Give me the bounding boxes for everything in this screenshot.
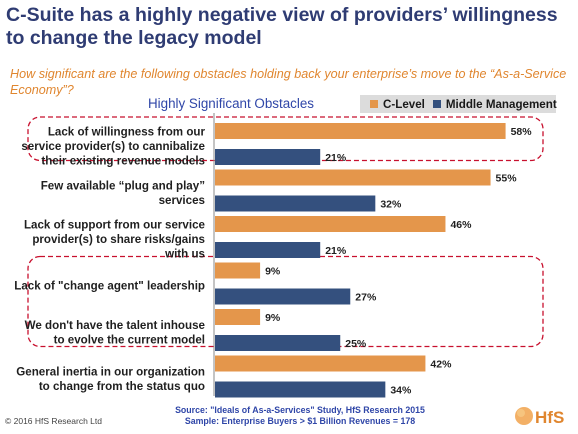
bar-c-level-4: [215, 262, 261, 279]
category-label-6-line-1: General inertia in our organization: [16, 365, 205, 378]
logo-text: HfS: [535, 408, 564, 427]
bar-c-level-3: [215, 216, 446, 232]
hfs-logo: HfS: [515, 407, 564, 427]
bar-c-level-2: [215, 169, 491, 186]
bar-middle-management-5: [215, 335, 341, 351]
value-label-middle-management-2: 32%: [380, 199, 402, 211]
bar-middle-management-2: [215, 195, 376, 212]
value-label-middle-management-5: 25%: [345, 338, 367, 350]
legend-label-middle-management: Middle Management: [445, 97, 557, 111]
legend-swatch-middle-management: [432, 100, 441, 108]
category-label-3-line-2: provider(s) to share risks/gains: [32, 233, 205, 246]
category-label-4-line-1: Lack of "change agent" leadership: [14, 280, 205, 293]
value-label-c-level-6: 42%: [430, 359, 452, 371]
category-label-2-line-2: services: [159, 194, 205, 207]
category-label-6-line-2: to change from the status quo: [39, 380, 205, 393]
copyright: © 2016 HfS Research Ltd: [5, 416, 102, 426]
category-label-3-line-3: with us: [164, 248, 205, 261]
source-line-2: Sample: Enterprise Buyers > $1 Billion R…: [184, 416, 416, 426]
highlight-box-2: [27, 255, 544, 348]
source-line-1: Source: "Ideals of As-a-Services" Study,…: [175, 405, 425, 415]
bar-middle-management-4: [215, 288, 351, 305]
bar-c-level-5: [215, 309, 261, 325]
value-label-c-level-1: 58%: [511, 126, 533, 138]
category-label-1-line-3: their existing revenue models: [41, 155, 205, 168]
bar-c-level-6: [215, 355, 426, 372]
category-label-2-line-1: Few available “plug and play”: [41, 179, 205, 192]
value-label-middle-management-6: 34%: [390, 385, 412, 397]
legend-label-c-level: C-Level: [383, 97, 425, 111]
bar-c-level-1: [215, 123, 506, 139]
value-label-c-level-3: 46%: [450, 219, 472, 231]
bar-middle-management-6: [215, 381, 386, 398]
page-title: C-Suite has a highly negative view of pr…: [6, 4, 558, 49]
chart-subtitle: Highly Significant Obstacles: [148, 96, 314, 111]
bar-middle-management-3: [215, 242, 321, 258]
bar-middle-management-1: [215, 149, 321, 165]
value-label-c-level-4: 9%: [265, 266, 281, 278]
source-note: Source: "Ideals of As-a-Services" Study,…: [150, 405, 450, 427]
category-label-5-line-2: to evolve the current model: [54, 333, 205, 346]
category-label-3-line-1: Lack of support from our service: [24, 219, 206, 232]
value-label-middle-management-1: 21%: [325, 152, 347, 164]
value-label-middle-management-4: 27%: [355, 292, 377, 304]
category-label-1-line-1: Lack of willingness from our: [48, 126, 206, 139]
value-label-c-level-5: 9%: [265, 312, 281, 324]
legend-swatch-c-level: [370, 100, 378, 108]
chart-legend: C-Level Middle Management: [360, 95, 557, 113]
survey-question: How significant are the following obstac…: [10, 67, 567, 97]
value-label-middle-management-3: 21%: [325, 245, 347, 257]
legend-item-c-level: C-Level: [370, 98, 425, 111]
category-label-5-line-1: We don't have the talent inhouse: [25, 319, 206, 332]
value-label-c-level-2: 55%: [496, 173, 518, 185]
category-label-1-line-2: service provider(s) to cannibalize: [21, 140, 205, 153]
legend-item-middle-management: Middle Management: [432, 97, 557, 111]
